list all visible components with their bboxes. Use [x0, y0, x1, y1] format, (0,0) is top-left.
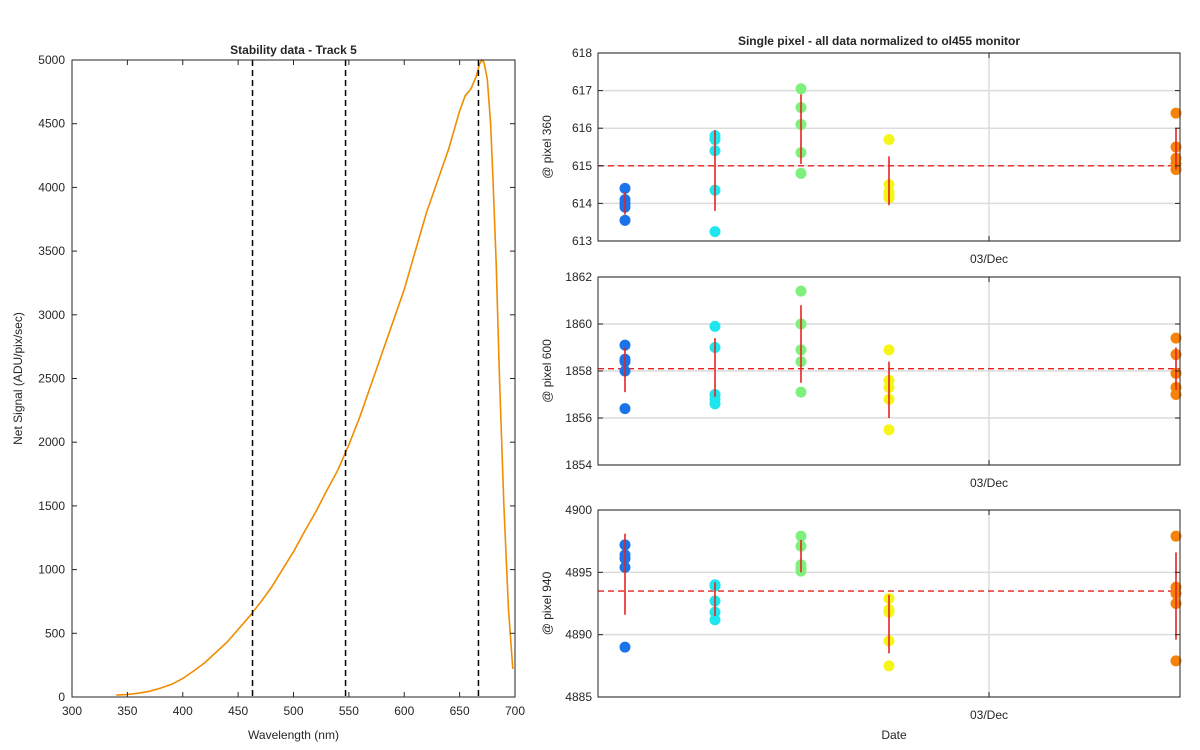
plot-area	[598, 53, 1180, 241]
y-tick-label: 4885	[565, 690, 592, 704]
y-tick-label: 0	[58, 690, 65, 704]
y-tick-label: 500	[45, 626, 65, 640]
y-axis-label: @ pixel 600	[540, 339, 554, 403]
y-tick-label: 616	[572, 121, 592, 135]
pixel-panel-3: 4885 4890 4895 4900 03/Dec @ pixel 940 Date	[540, 503, 1182, 742]
data-point	[795, 386, 807, 398]
x-tick-label: 700	[505, 704, 525, 718]
data-point	[1170, 530, 1182, 542]
pixel-panel-1: 613 614 615 616 617 618 03/Dec @ pixel 360 Singl…	[540, 34, 1182, 266]
y-tick-label: 4000	[38, 180, 65, 194]
data-point	[709, 226, 721, 238]
data-point	[795, 530, 807, 542]
y-tick-label: 4895	[565, 565, 592, 579]
y-tick-label: 615	[572, 159, 592, 173]
y-tick-label: 5000	[38, 53, 65, 67]
y-tick-label: 2500	[38, 372, 65, 386]
data-point	[1170, 389, 1182, 400]
y-axis-label: @ pixel 360	[540, 115, 554, 179]
chart-title: Stability data - Track 5	[230, 43, 357, 57]
y-tick-label: 617	[572, 84, 592, 98]
data-point	[619, 641, 631, 653]
x-tick-label: 550	[339, 704, 359, 718]
y-tick-label: 3000	[38, 308, 65, 322]
spectrum-line	[116, 58, 514, 696]
data-point	[883, 344, 895, 356]
data-point	[709, 614, 721, 626]
y-tick-label: 3500	[38, 244, 65, 258]
data-point	[795, 167, 807, 179]
y-tick-label: 1862	[565, 270, 592, 284]
data-point	[709, 320, 721, 332]
y-tick-label: 1860	[565, 317, 592, 331]
x-tick-label: 300	[62, 704, 82, 718]
data-point	[883, 133, 895, 145]
y-tick-label: 613	[572, 234, 592, 248]
y-tick-label: 4890	[565, 628, 592, 642]
data-point	[1170, 332, 1182, 344]
x-axis-label: Date	[881, 728, 907, 742]
y-tick-label: 614	[572, 196, 592, 210]
y-tick-label: 1000	[38, 563, 65, 577]
x-tick-label: 350	[117, 704, 137, 718]
x-axis-label: Wavelength (nm)	[248, 728, 339, 742]
x-tick-label: 03/Dec	[970, 476, 1008, 490]
data-point	[795, 285, 807, 297]
y-tick-label: 4900	[565, 503, 592, 517]
data-point	[619, 339, 631, 351]
axes-box	[597, 52, 1181, 242]
data-point	[619, 182, 631, 194]
spectrum-chart: 300 350 400 450 500 550 600 650 700 0 500 1000 1500 2…	[11, 43, 525, 742]
axes-box	[597, 509, 1181, 698]
x-tick-label: 600	[394, 704, 414, 718]
y-tick-label: 618	[572, 46, 592, 60]
y-tick-label: 4500	[38, 117, 65, 131]
x-tick-label: 500	[283, 704, 303, 718]
x-tick-label: 650	[450, 704, 470, 718]
y-tick-label: 1854	[565, 458, 592, 472]
y-axis-label: @ pixel 940	[540, 571, 554, 635]
y-axis-label: Net Signal (ADU/pix/sec)	[11, 312, 25, 445]
y-tick-label: 2000	[38, 435, 65, 449]
x-tick-label: 03/Dec	[970, 252, 1008, 266]
data-point	[619, 214, 631, 226]
pixel-panel-2: 1854 1856 1858 1860 1862 03/Dec @ pixel 600	[540, 270, 1182, 490]
y-tick-label: 1858	[565, 364, 592, 378]
x-tick-label: 450	[228, 704, 248, 718]
x-tick-label: 03/Dec	[970, 708, 1008, 722]
x-tick-label: 400	[173, 704, 193, 718]
y-tick-label: 1500	[38, 499, 65, 513]
data-point	[795, 83, 807, 95]
data-point	[619, 403, 631, 415]
y-tick-label: 1856	[565, 411, 592, 425]
chart-title: Single pixel - all data normalized to ol…	[738, 34, 1020, 48]
data-point	[709, 398, 721, 410]
data-point	[883, 424, 895, 436]
data-point	[883, 660, 895, 672]
data-point	[1170, 107, 1182, 119]
plot-area	[72, 60, 515, 697]
data-point	[1170, 655, 1182, 667]
